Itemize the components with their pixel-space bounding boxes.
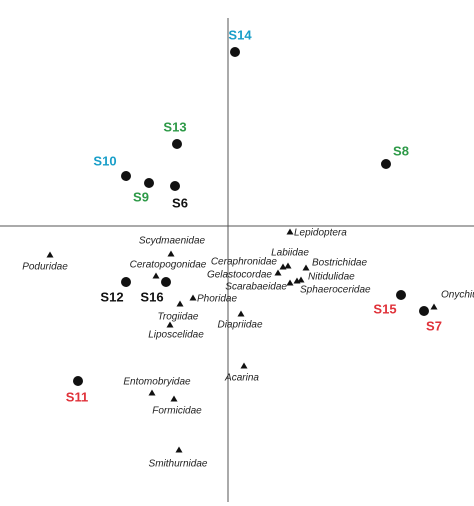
site-marker — [172, 139, 182, 149]
site-label: S8 — [393, 143, 409, 158]
taxon-label: Phoridae — [197, 294, 237, 305]
taxon-label: Ceratopogonidae — [130, 260, 207, 271]
site-marker — [230, 47, 240, 57]
taxon-marker — [46, 251, 54, 258]
taxon-marker — [297, 276, 305, 283]
taxon-marker — [167, 250, 175, 257]
site-marker — [161, 277, 171, 287]
taxon-marker — [152, 272, 160, 279]
taxon-label: Scarabaeidae — [225, 282, 287, 293]
taxon-marker — [293, 277, 301, 284]
taxon-label: Scydmaenidae — [139, 236, 206, 247]
taxon-label: Smithurnidae — [149, 459, 208, 470]
taxon-label: Sphaeroceridae — [300, 285, 371, 296]
taxon-label: Gelastocordae — [207, 270, 272, 281]
taxon-marker — [175, 446, 183, 453]
taxon-label: Poduridae — [22, 262, 68, 273]
site-label: S15 — [373, 301, 396, 316]
taxon-marker — [189, 294, 197, 301]
taxon-marker — [176, 300, 184, 307]
taxon-marker — [284, 262, 292, 269]
site-label: S11 — [66, 389, 88, 404]
taxon-label: Entomobryidae — [123, 377, 191, 388]
site-marker — [396, 290, 406, 300]
site-label: S6 — [172, 195, 188, 210]
taxon-label: Onychiuridae — [441, 290, 474, 301]
taxon-label: Trogiidae — [158, 312, 199, 323]
taxon-marker — [240, 362, 248, 369]
taxon-marker — [302, 264, 310, 271]
taxon-label: Acarina — [224, 373, 259, 384]
taxon-label: Liposcelidae — [148, 330, 204, 341]
taxon-label: Diapriidae — [217, 320, 262, 331]
site-marker — [419, 306, 429, 316]
taxon-marker — [170, 395, 178, 402]
site-label: S13 — [163, 119, 186, 134]
site-label: S12 — [100, 289, 123, 304]
taxon-label: Bostrichidae — [312, 258, 367, 269]
site-label: S9 — [133, 189, 149, 204]
site-marker — [381, 159, 391, 169]
site-label: S7 — [426, 318, 442, 333]
taxon-label: Ceraphronidae — [211, 257, 278, 268]
taxon-marker — [430, 303, 438, 310]
taxon-marker — [148, 389, 156, 396]
taxon-label: Nitidulidae — [308, 272, 355, 283]
taxon-label: Formicidae — [152, 406, 202, 417]
site-marker — [121, 171, 131, 181]
taxon-marker — [279, 263, 287, 270]
taxon-label: Labiidae — [271, 248, 309, 259]
taxon-marker — [286, 228, 294, 235]
site-marker — [73, 376, 83, 386]
site-marker — [144, 178, 154, 188]
site-marker — [170, 181, 180, 191]
taxon-label: Lepidoptera — [294, 228, 347, 239]
taxon-marker — [166, 321, 174, 328]
taxon-marker — [274, 269, 282, 276]
site-label: S10 — [93, 153, 116, 168]
site-marker — [121, 277, 131, 287]
site-label: S14 — [228, 27, 252, 42]
site-label: S16 — [140, 289, 163, 304]
taxon-marker — [237, 310, 245, 317]
taxon-marker — [286, 279, 294, 286]
